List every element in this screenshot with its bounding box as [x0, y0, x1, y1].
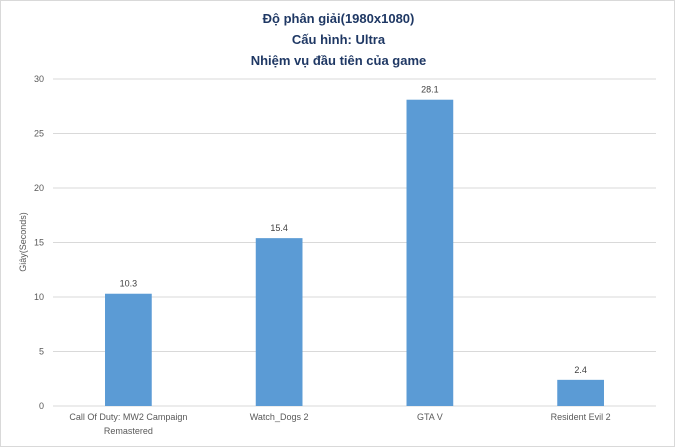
- y-tick-label: 0: [39, 401, 44, 411]
- data-label: 2.4: [574, 365, 587, 375]
- y-tick-label: 5: [39, 347, 44, 357]
- data-label: 15.4: [270, 223, 288, 233]
- bar-2: [406, 99, 454, 407]
- chart-title-line-1: Độ phân giải(1980x1080): [262, 11, 415, 26]
- y-tick-label: 10: [34, 292, 44, 302]
- data-label: 28.1: [421, 85, 439, 95]
- bar-0: [105, 293, 152, 406]
- data-label: 10.3: [120, 279, 138, 289]
- y-tick-label: 15: [34, 238, 44, 248]
- bar-3: [557, 379, 604, 406]
- x-tick-label: Resident Evil 2: [551, 412, 611, 422]
- bar-1: [255, 238, 303, 406]
- x-tick-label: GTA V: [417, 412, 443, 422]
- x-tick-label: Call Of Duty: MW2 Campaign: [69, 412, 187, 422]
- y-tick-label: 30: [34, 74, 44, 84]
- chart-title-line-2: Cấu hình: Ultra: [291, 32, 386, 47]
- y-axis-title: Giây(Seconds): [18, 212, 28, 272]
- y-tick-label: 25: [34, 129, 44, 139]
- x-tick-label: Remastered: [104, 426, 153, 436]
- x-tick-label: Watch_Dogs 2: [250, 412, 309, 422]
- chart-title-line-3: Nhiệm vụ đầu tiên của game: [250, 53, 427, 68]
- y-tick-label: 20: [34, 183, 44, 193]
